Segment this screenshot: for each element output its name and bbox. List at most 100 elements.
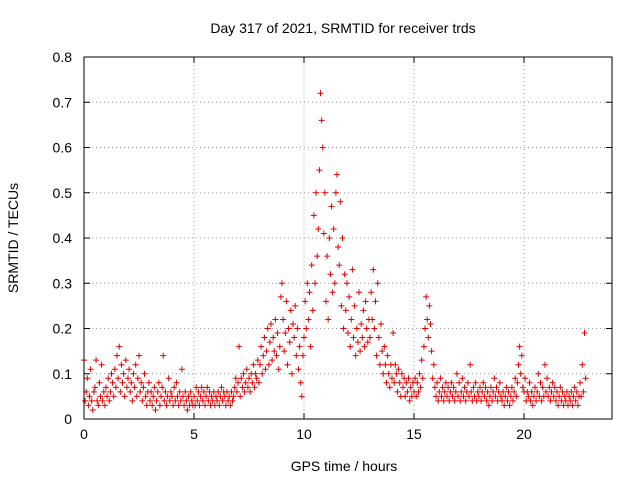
y-axis-label: SRMTID / TECUs (5, 183, 21, 293)
data-point (316, 167, 323, 174)
data-point (501, 402, 508, 409)
data-point (484, 388, 491, 395)
data-point (100, 388, 107, 395)
data-point (273, 352, 280, 359)
data-point (140, 384, 147, 391)
data-point (282, 330, 289, 337)
data-point (332, 189, 339, 196)
data-point (403, 379, 410, 386)
data-point (545, 393, 552, 400)
data-point (532, 384, 538, 391)
data-point (107, 388, 114, 395)
data-point (516, 343, 523, 350)
data-point (116, 343, 123, 350)
data-point (386, 384, 393, 391)
data-point (510, 397, 516, 404)
data-point (162, 388, 169, 395)
y-tick-label: 0.8 (53, 49, 73, 65)
data-point (528, 388, 535, 395)
data-point (327, 271, 334, 278)
data-point (418, 357, 425, 364)
data-point (522, 375, 529, 382)
data-point (297, 379, 304, 386)
data-point (202, 402, 208, 409)
data-point (285, 325, 292, 332)
data-point (304, 280, 311, 287)
data-point (427, 320, 434, 327)
data-point (346, 293, 353, 300)
data-point (364, 339, 371, 346)
data-point (483, 397, 490, 404)
x-axis-label: GPS time / hours (291, 458, 398, 474)
data-point (255, 379, 262, 386)
data-point (468, 388, 475, 395)
data-point (274, 330, 281, 337)
x-tick-label: 20 (516, 426, 532, 442)
data-point (506, 402, 513, 409)
data-point (352, 352, 359, 359)
data-point (400, 384, 406, 391)
data-point (445, 384, 452, 391)
data-point (358, 320, 365, 327)
data-point (294, 325, 301, 332)
data-point (187, 388, 194, 395)
data-point (573, 388, 580, 395)
data-point (93, 357, 100, 364)
data-point (241, 388, 248, 395)
data-point (266, 339, 273, 346)
data-point (370, 266, 377, 273)
data-point (396, 379, 403, 386)
data-point (244, 384, 251, 391)
data-point (431, 384, 438, 391)
data-point (546, 384, 553, 391)
x-tick-label: 0 (80, 426, 88, 442)
y-tick-label: 0.4 (53, 230, 73, 246)
data-point (464, 379, 471, 386)
data-point (348, 316, 355, 323)
data-point (451, 397, 458, 404)
data-point (243, 366, 250, 373)
data-point (231, 384, 238, 391)
data-point (132, 361, 139, 368)
data-point (172, 397, 179, 404)
data-point (488, 384, 494, 391)
data-point (323, 298, 329, 305)
data-point (491, 375, 498, 382)
data-point (247, 388, 254, 395)
data-point (404, 388, 411, 395)
data-point (232, 375, 239, 382)
data-point (359, 334, 366, 341)
data-point (455, 393, 461, 400)
data-point (236, 343, 243, 350)
data-point (195, 388, 202, 395)
data-point (191, 393, 197, 400)
data-point (108, 370, 115, 377)
data-point (291, 334, 298, 341)
data-point (235, 379, 241, 386)
data-point (296, 343, 303, 350)
data-point (306, 289, 313, 296)
data-point (314, 253, 321, 260)
data-point (378, 320, 384, 327)
data-point (472, 379, 479, 386)
data-point (268, 320, 274, 327)
data-point (262, 366, 269, 373)
data-point (229, 397, 236, 404)
data-point (154, 388, 161, 395)
data-point (499, 397, 505, 404)
data-point (147, 397, 153, 404)
data-point (239, 384, 246, 391)
data-point (160, 352, 167, 359)
y-tick-label: 0.6 (53, 140, 73, 156)
data-point (250, 361, 257, 368)
data-point (440, 397, 447, 404)
data-point (577, 379, 584, 386)
data-point (568, 388, 575, 395)
data-point (129, 397, 136, 404)
data-point (88, 397, 95, 404)
data-point (481, 393, 488, 400)
data-point (139, 397, 146, 404)
data-point (151, 384, 158, 391)
data-point (263, 348, 270, 355)
data-point (117, 388, 124, 395)
